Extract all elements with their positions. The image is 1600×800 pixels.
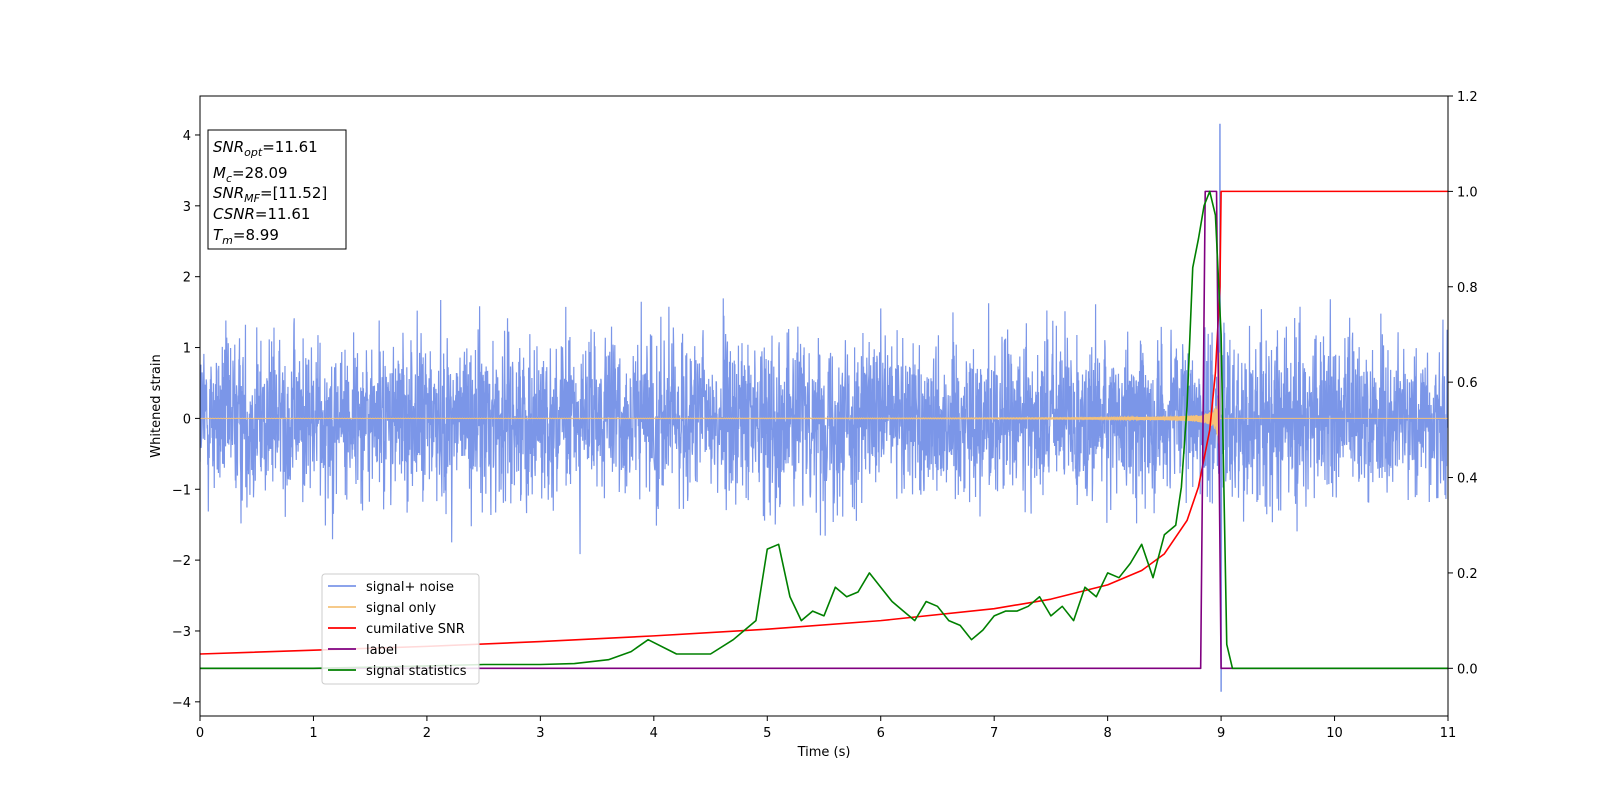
y-axis-label: Whitened strain: [149, 354, 164, 457]
x-tick-label: 11: [1440, 726, 1457, 741]
y-axis-left: −4 −3 −2 −1 0 1 2 3 4: [172, 129, 200, 711]
x-tick-label: 6: [877, 726, 885, 741]
legend-signal-statistics: signal statistics: [366, 664, 467, 679]
x-tick-label: 8: [1103, 726, 1111, 741]
y-tick-label: 4: [183, 129, 191, 144]
x-tick-label: 0: [196, 726, 204, 741]
y-tick-label: −3: [172, 625, 191, 640]
annotation-box: SNRopt=11.61 Mc=28.09 SNRMF=[11.52] CSNR…: [207, 129, 347, 250]
x-tick-label: 2: [423, 726, 431, 741]
annotation-tm: Tm=8.99: [213, 226, 279, 247]
x-tick-label: 10: [1326, 726, 1343, 741]
annotation-csnr: CSNR=11.61: [213, 205, 310, 223]
y2-tick-label: 0.6: [1457, 376, 1478, 391]
legend-frame: [321, 573, 480, 685]
y-tick-label: −4: [172, 696, 191, 711]
y-tick-label: 1: [183, 342, 191, 357]
y-axis-right: 0.0 0.2 0.4 0.6 0.8 1.0 1.2: [1448, 90, 1478, 677]
y-tick-label: 2: [183, 271, 191, 286]
x-tick-label: 1: [309, 726, 317, 741]
series-signal-only: [200, 352, 1448, 471]
y2-tick-label: 1.2: [1457, 90, 1478, 105]
y-tick-label: 3: [183, 200, 191, 215]
x-tick-label: 9: [1217, 726, 1225, 741]
y-tick-label: −1: [172, 483, 191, 498]
y2-tick-label: 1.0: [1457, 185, 1478, 200]
annotation-snr-mf: SNRMF=[11.52]: [213, 184, 327, 205]
x-axis: 0 1 2 3 4 5 6 7 8 9 10 11: [196, 716, 1456, 741]
x-tick-label: 3: [536, 726, 544, 741]
x-tick-label: 5: [763, 726, 771, 741]
x-tick-label: 7: [990, 726, 998, 741]
annotation-snr-opt: SNRopt=11.61: [213, 138, 318, 159]
legend-signal-only: signal only: [366, 601, 436, 616]
series-signal-noise: [200, 123, 1448, 692]
y2-tick-label: 0.8: [1457, 281, 1478, 296]
y2-tick-label: 0.4: [1457, 472, 1478, 487]
y2-tick-label: 0.0: [1457, 662, 1478, 677]
legend-signal-noise: signal+ noise: [366, 580, 454, 595]
y-tick-label: −2: [172, 554, 191, 569]
annotation-mc: Mc=28.09: [213, 164, 288, 185]
annotation-frame: [207, 129, 347, 250]
plot-frame: [199, 95, 1449, 717]
y2-tick-label: 0.2: [1457, 567, 1478, 582]
series-signal-statistics: [200, 190, 1448, 670]
legend: signal+ noise signal only cumilative SNR la…: [321, 573, 480, 685]
x-axis-label: Time (s): [797, 745, 851, 760]
series-cumulative-snr: [200, 190, 1448, 655]
legend-label: label: [366, 643, 397, 658]
series-layer: [200, 123, 1448, 692]
legend-cumulative-snr: cumilative SNR: [366, 622, 465, 637]
y-tick-label: 0: [183, 412, 191, 427]
x-tick-label: 4: [650, 726, 658, 741]
